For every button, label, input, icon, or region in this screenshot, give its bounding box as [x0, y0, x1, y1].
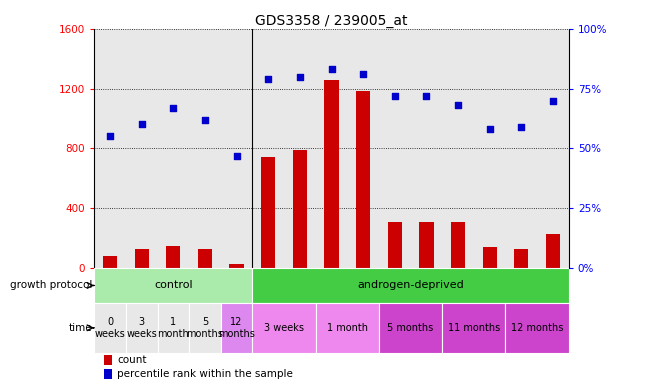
Bar — [356, 91, 370, 268]
Bar — [94, 268, 252, 303]
Bar — [546, 233, 560, 268]
Bar — [506, 303, 569, 353]
Bar — [252, 268, 569, 303]
Bar — [387, 222, 402, 268]
Bar — [157, 303, 189, 353]
Point — [326, 66, 337, 73]
Text: 12 months: 12 months — [511, 323, 564, 333]
Bar — [252, 29, 284, 268]
Text: 3 weeks: 3 weeks — [264, 323, 304, 333]
Bar — [316, 29, 347, 268]
Point — [168, 105, 179, 111]
Text: 5
months: 5 months — [187, 317, 224, 339]
Bar — [189, 29, 221, 268]
Point — [136, 121, 147, 127]
Bar — [94, 29, 126, 268]
Point — [421, 93, 432, 99]
Bar — [451, 222, 465, 268]
Point — [484, 126, 495, 132]
Bar — [419, 222, 434, 268]
Title: GDS3358 / 239005_at: GDS3358 / 239005_at — [255, 14, 408, 28]
Bar — [221, 29, 252, 268]
Text: 1 month: 1 month — [327, 323, 368, 333]
Text: 1
month: 1 month — [157, 317, 189, 339]
Point — [105, 133, 115, 139]
Text: 5 months: 5 months — [387, 323, 434, 333]
Text: growth protocol: growth protocol — [10, 280, 93, 290]
Point — [453, 102, 463, 108]
Bar — [347, 29, 379, 268]
Bar — [166, 247, 181, 268]
Text: 3
weeks: 3 weeks — [126, 317, 157, 339]
Text: androgen-deprived: androgen-deprived — [358, 280, 464, 290]
Bar — [482, 247, 497, 268]
Bar — [157, 29, 189, 268]
Text: count: count — [117, 356, 146, 366]
Bar — [474, 29, 506, 268]
Point — [516, 124, 526, 130]
Bar — [221, 303, 252, 353]
Point — [263, 76, 274, 82]
Point — [231, 152, 242, 159]
Text: 12
months: 12 months — [218, 317, 255, 339]
Bar — [229, 264, 244, 268]
Bar — [442, 29, 474, 268]
Bar — [126, 29, 157, 268]
Bar — [411, 29, 442, 268]
Bar — [104, 356, 112, 365]
Bar — [103, 256, 117, 268]
Bar — [135, 248, 149, 268]
Text: percentile rank within the sample: percentile rank within the sample — [117, 369, 293, 379]
Text: time: time — [69, 323, 93, 333]
Bar — [506, 29, 537, 268]
Text: control: control — [154, 280, 192, 290]
Bar — [514, 248, 528, 268]
Point — [389, 93, 400, 99]
Bar — [252, 303, 316, 353]
Bar — [379, 29, 411, 268]
Point — [294, 74, 305, 80]
Bar — [104, 369, 112, 379]
Bar — [379, 303, 442, 353]
Text: 0
weeks: 0 weeks — [95, 317, 125, 339]
Point — [548, 98, 558, 104]
Text: 11 months: 11 months — [448, 323, 500, 333]
Bar — [292, 150, 307, 268]
Point — [358, 71, 369, 77]
Point — [200, 117, 210, 123]
Bar — [442, 303, 506, 353]
Bar — [126, 303, 157, 353]
Bar — [198, 248, 212, 268]
Bar — [94, 303, 126, 353]
Bar — [324, 79, 339, 268]
Bar — [316, 303, 379, 353]
Bar — [284, 29, 316, 268]
Bar — [189, 303, 221, 353]
Bar — [537, 29, 569, 268]
Bar — [261, 157, 276, 268]
